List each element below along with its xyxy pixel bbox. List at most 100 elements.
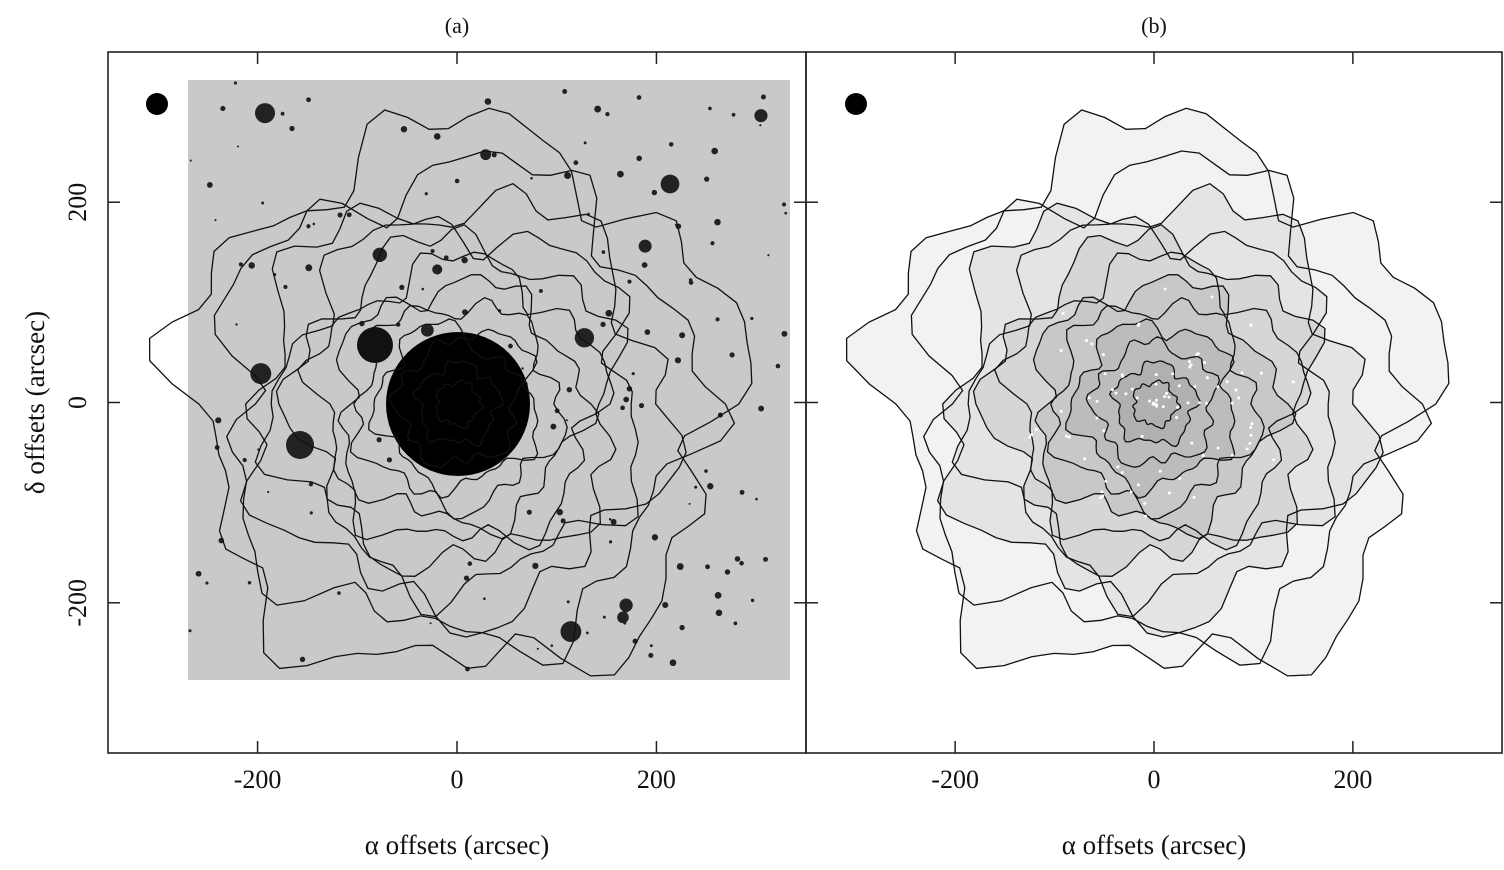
- beam: [845, 93, 867, 115]
- dot: [1187, 360, 1191, 364]
- star: [562, 89, 568, 94]
- star: [550, 423, 557, 430]
- x-axis-label: α offsets (arcsec): [365, 830, 550, 860]
- dot: [1186, 401, 1190, 405]
- star: [714, 591, 722, 599]
- dot: [1171, 372, 1175, 376]
- dot: [1249, 323, 1253, 327]
- contour: [148, 107, 753, 677]
- dot: [1250, 422, 1254, 426]
- star: [566, 600, 570, 604]
- dots: [1028, 287, 1295, 518]
- contour: [254, 215, 639, 618]
- star: [694, 485, 698, 489]
- star: [530, 176, 533, 180]
- star: [669, 659, 677, 667]
- star: [674, 357, 682, 364]
- star: [484, 98, 492, 105]
- dot: [1248, 442, 1252, 446]
- dot: [1163, 395, 1167, 399]
- x-tick-label: -200: [234, 765, 282, 794]
- star: [594, 105, 602, 113]
- x-tick-label: 0: [451, 765, 464, 794]
- star: [754, 109, 768, 123]
- dot: [1120, 471, 1124, 475]
- star: [767, 254, 770, 257]
- star: [309, 511, 313, 515]
- star: [337, 212, 343, 218]
- dot: [1104, 479, 1108, 483]
- star: [705, 564, 710, 570]
- contours: [148, 107, 753, 677]
- star: [306, 224, 311, 229]
- star: [206, 182, 213, 188]
- star: [432, 264, 443, 275]
- dot: [1103, 372, 1107, 376]
- dot: [1167, 491, 1171, 495]
- dot: [1154, 373, 1158, 377]
- dot: [1110, 388, 1114, 392]
- star: [755, 497, 758, 501]
- dot: [1177, 384, 1181, 388]
- star: [784, 211, 788, 215]
- star: [312, 222, 316, 226]
- star: [662, 601, 669, 609]
- star: [574, 337, 579, 341]
- dot: [1135, 396, 1139, 400]
- star: [248, 262, 255, 269]
- star: [617, 170, 624, 178]
- blob: [286, 431, 314, 459]
- star: [731, 112, 736, 117]
- star: [189, 159, 192, 162]
- dot: [1237, 396, 1241, 400]
- star: [560, 621, 582, 642]
- star: [605, 309, 613, 317]
- star: [195, 570, 202, 577]
- star: [750, 316, 754, 321]
- dot: [1230, 453, 1234, 457]
- star: [267, 490, 270, 494]
- dot: [1147, 399, 1151, 403]
- star: [399, 284, 405, 290]
- star: [739, 489, 745, 495]
- star: [574, 328, 595, 348]
- star: [280, 111, 285, 116]
- star: [247, 581, 252, 585]
- dot: [1061, 311, 1065, 315]
- star: [526, 509, 532, 515]
- star: [346, 212, 352, 218]
- star: [648, 652, 654, 658]
- dot: [1136, 483, 1140, 487]
- dot: [1034, 428, 1038, 432]
- dot: [1059, 348, 1063, 352]
- y-tick-label: -200: [63, 579, 92, 627]
- dot: [1129, 490, 1133, 494]
- star: [508, 343, 513, 349]
- star: [443, 255, 449, 261]
- dot: [1205, 376, 1209, 380]
- star: [283, 284, 288, 290]
- star: [679, 624, 685, 631]
- star: [233, 81, 238, 85]
- contour: [972, 224, 1326, 577]
- star: [763, 556, 768, 562]
- shading: [846, 108, 1449, 676]
- star: [781, 330, 788, 337]
- contour: [335, 274, 600, 540]
- panel-title: (a): [445, 13, 469, 38]
- star: [564, 171, 572, 179]
- contour: [275, 224, 629, 577]
- contours: [845, 107, 1450, 677]
- star: [617, 611, 629, 624]
- dot: [1101, 494, 1105, 498]
- star: [679, 332, 686, 339]
- dot: [1130, 387, 1134, 391]
- star: [704, 176, 710, 182]
- star: [538, 288, 543, 293]
- dot: [1143, 501, 1147, 505]
- star: [250, 363, 272, 385]
- star: [707, 483, 714, 490]
- star: [236, 145, 240, 148]
- star: [205, 581, 209, 585]
- star: [550, 644, 554, 648]
